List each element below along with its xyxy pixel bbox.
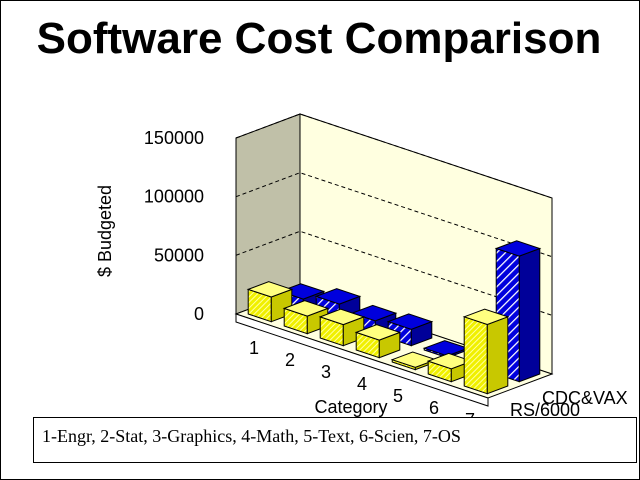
bar-rs6000-1 (246, 281, 294, 323)
bar-side-face (486, 316, 509, 395)
y-tick-label: 50000 (154, 245, 204, 265)
x-tick-label: 5 (393, 386, 403, 406)
x-tick-label: 6 (429, 398, 439, 418)
x-tick-label: 2 (285, 350, 295, 370)
bar-top-face (278, 283, 326, 300)
bars-group (246, 240, 542, 395)
bar-top-face (314, 288, 362, 305)
y-axis-ticks: 0 50000 100000 150000 (144, 128, 204, 324)
series-label: CDC&VAX (542, 388, 628, 408)
series-label: RS/6000 (510, 400, 580, 420)
bar-top-face (462, 308, 510, 326)
bar-rs6000-3 (318, 308, 366, 347)
y-tick-label: 0 (194, 304, 204, 324)
bar-front-face (463, 316, 488, 395)
floor-front-edge (235, 313, 489, 407)
x-tick-label: 1 (249, 338, 259, 358)
category-legend-box: 1-Engr, 2-Stat, 3-Graphics, 4-Math, 5-Te… (33, 417, 637, 463)
bar-rs6000-4 (354, 324, 402, 359)
grid-line (235, 172, 553, 258)
x-tick-label: 4 (357, 374, 367, 394)
y-tick-label: 150000 (144, 128, 204, 148)
grid-line (235, 113, 553, 199)
grid-lines (235, 113, 553, 316)
x-tick-label: 3 (321, 362, 331, 382)
bar-side-face (518, 247, 541, 383)
bar-top-face (282, 300, 330, 317)
y-tick-label: 100000 (144, 187, 204, 207)
chart-title: Software Cost Comparison (37, 14, 602, 63)
bar-top-face (494, 240, 542, 257)
y-axis-label: $ Budgeted (95, 185, 115, 277)
bar-top-face (386, 313, 434, 330)
category-legend-text: 1-Engr, 2-Stat, 3-Graphics, 4-Math, 5-Te… (42, 426, 461, 446)
bar-top-face (350, 304, 398, 322)
bar-rs6000-7 (462, 308, 510, 395)
bar-top-face (246, 281, 294, 298)
bar-top-face (318, 308, 366, 326)
x-axis-label: Category (314, 397, 387, 417)
bar-top-face (354, 324, 402, 341)
grid-line (235, 230, 553, 316)
